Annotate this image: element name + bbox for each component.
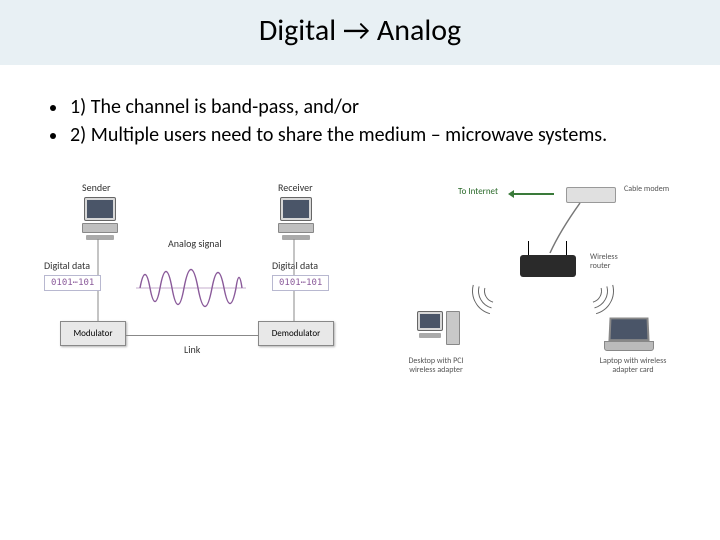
- desktop-pc-icon: [416, 311, 466, 355]
- laptop-icon: [602, 317, 656, 353]
- connectors: [40, 181, 350, 381]
- laptop-label: Laptop with wireless adapter card: [596, 357, 670, 375]
- bullet-text: 1) The channel is band-pass, and/or: [70, 95, 359, 119]
- slide-title: Digital → Analog: [0, 12, 720, 49]
- modem-router-cable: [380, 181, 680, 281]
- bullet-dot-icon: [50, 105, 56, 111]
- modem-diagram: Sender Digital data 0101⋯101 Modulator R…: [40, 181, 350, 421]
- bullet-list: 1) The channel is band-pass, and/or 2) M…: [0, 65, 720, 161]
- title-bar: Digital → Analog: [0, 0, 720, 65]
- bullet-item: 1) The channel is band-pass, and/or: [50, 95, 680, 119]
- bullet-dot-icon: [50, 133, 56, 139]
- bullet-text: 2) Multiple users need to share the medi…: [70, 123, 607, 147]
- wireless-network-diagram: To Internet Cable modem Wireless router: [380, 181, 690, 421]
- diagram-row: Sender Digital data 0101⋯101 Modulator R…: [0, 161, 720, 421]
- bullet-item: 2) Multiple users need to share the medi…: [50, 123, 680, 147]
- desktop-label: Desktop with PCI wireless adapter: [400, 357, 472, 375]
